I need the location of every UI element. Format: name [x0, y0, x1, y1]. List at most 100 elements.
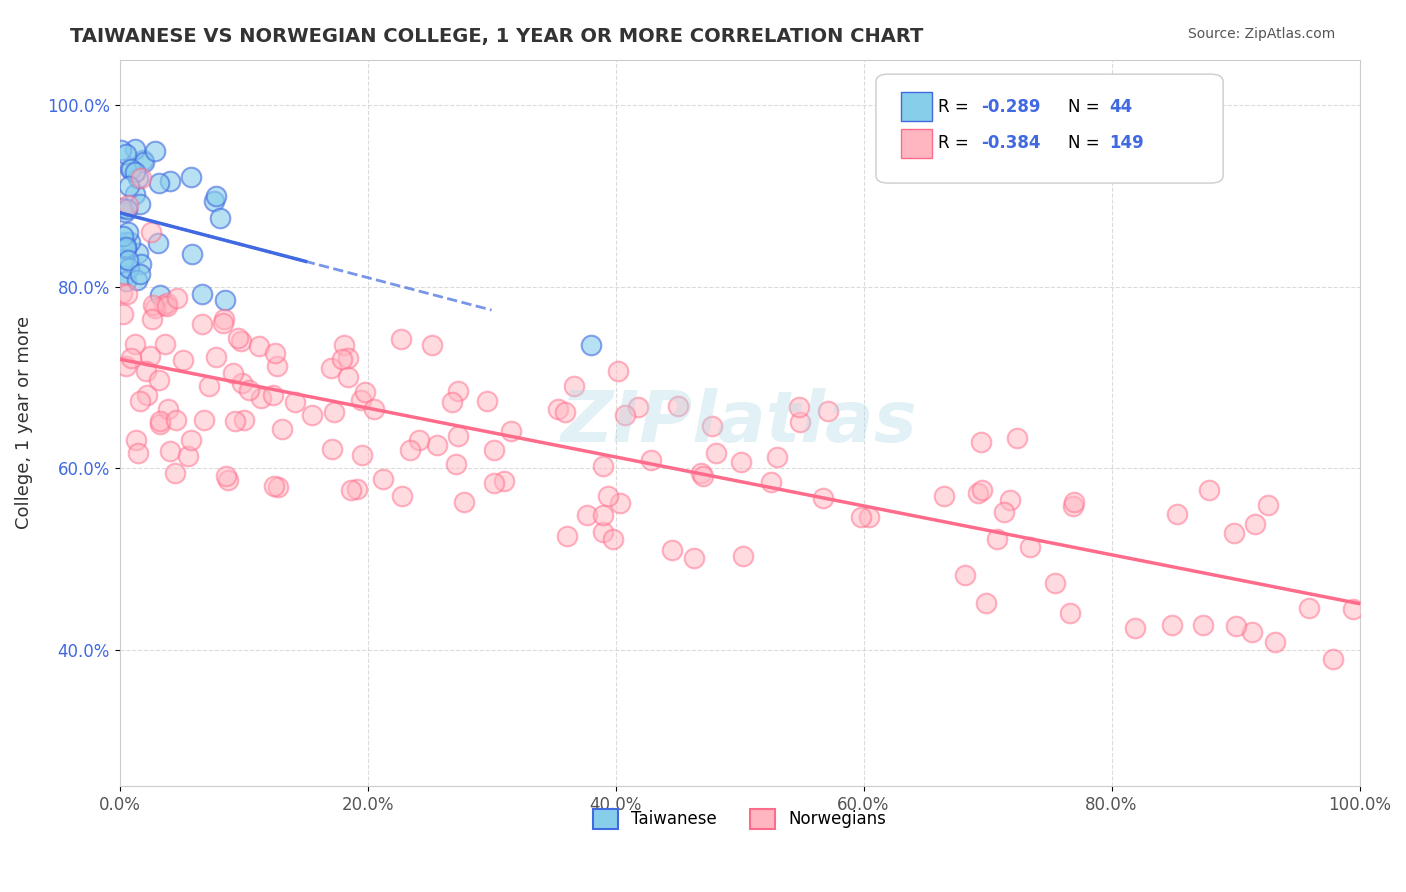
Point [226, 331, 249, 345]
Point [263, 479, 285, 493]
Point [222, 367, 245, 381]
Point [398, 443, 420, 458]
Point [453, 495, 475, 509]
Point [1264, 634, 1286, 648]
Point [142, 298, 165, 312]
Point [408, 433, 430, 447]
Point [1045, 576, 1067, 591]
Point [264, 346, 287, 360]
Point [1243, 517, 1265, 532]
Point [214, 293, 236, 308]
Point [666, 399, 689, 413]
Point [120, 351, 142, 366]
Point [1222, 526, 1244, 541]
Point [547, 401, 569, 416]
Text: 44: 44 [1109, 98, 1132, 116]
Point [115, 202, 138, 217]
Point [1191, 618, 1213, 632]
Point [1161, 617, 1184, 632]
Point [690, 466, 713, 480]
Point [602, 532, 624, 546]
Point [212, 312, 235, 326]
Point [149, 287, 172, 301]
Point [129, 394, 152, 409]
Point [129, 267, 152, 281]
Point [440, 394, 463, 409]
Point [789, 400, 811, 414]
Point [322, 404, 344, 418]
Point [111, 201, 134, 215]
Point [579, 338, 602, 352]
Point [266, 359, 288, 373]
Point [346, 482, 368, 496]
Point [121, 161, 143, 176]
Point [475, 393, 498, 408]
Point [640, 453, 662, 467]
Point [224, 414, 246, 428]
Point [156, 299, 179, 313]
Point [766, 450, 789, 465]
Point [1257, 498, 1279, 512]
Point [229, 334, 252, 348]
Point [217, 473, 239, 487]
Point [817, 404, 839, 418]
Point [484, 476, 506, 491]
Point [967, 485, 990, 500]
Point [301, 408, 323, 422]
Point [262, 387, 284, 401]
Point [554, 405, 576, 419]
Point [555, 528, 578, 542]
Point [117, 252, 139, 267]
Point [354, 384, 377, 399]
Text: TAIWANESE VS NORWEGIAN COLLEGE, 1 YEAR OR MORE CORRELATION CHART: TAIWANESE VS NORWEGIAN COLLEGE, 1 YEAR O… [70, 27, 924, 45]
Point [233, 413, 256, 427]
Text: ZIPlatlas: ZIPlatlas [561, 388, 918, 458]
Y-axis label: College, 1 year or more: College, 1 year or more [15, 316, 32, 529]
Point [1341, 602, 1364, 616]
Point [115, 274, 138, 288]
Point [114, 205, 136, 219]
Point [118, 261, 141, 276]
Point [339, 483, 361, 497]
Point [166, 291, 188, 305]
Point [141, 311, 163, 326]
Point [993, 504, 1015, 518]
Point [700, 418, 723, 433]
Legend: Taiwanese, Norwegians: Taiwanese, Norwegians [586, 802, 893, 836]
Point [1123, 621, 1146, 635]
Point [202, 194, 225, 209]
Point [115, 240, 138, 254]
Point [609, 496, 631, 510]
Point [153, 297, 176, 311]
Point [606, 364, 628, 378]
Text: Source: ZipAtlas.com: Source: ZipAtlas.com [1188, 27, 1336, 41]
Point [1005, 431, 1028, 445]
Point [446, 429, 468, 443]
Point [127, 170, 149, 185]
Point [811, 491, 834, 505]
Point [391, 489, 413, 503]
Point [215, 468, 238, 483]
Point [482, 442, 505, 457]
Point [193, 413, 215, 427]
Point [148, 373, 170, 387]
Point [250, 391, 273, 405]
Point [238, 384, 260, 398]
Point [117, 225, 139, 239]
Point [148, 414, 170, 428]
Point [661, 542, 683, 557]
Point [204, 188, 226, 202]
Point [731, 549, 754, 563]
Point [159, 443, 181, 458]
Point [267, 480, 290, 494]
Point [692, 469, 714, 483]
Point [156, 295, 179, 310]
Point [114, 268, 136, 282]
Point [953, 567, 976, 582]
Point [191, 317, 214, 331]
Point [932, 489, 955, 503]
Point [349, 392, 371, 407]
Point [117, 287, 139, 301]
Point [181, 247, 204, 261]
Point [444, 457, 467, 471]
